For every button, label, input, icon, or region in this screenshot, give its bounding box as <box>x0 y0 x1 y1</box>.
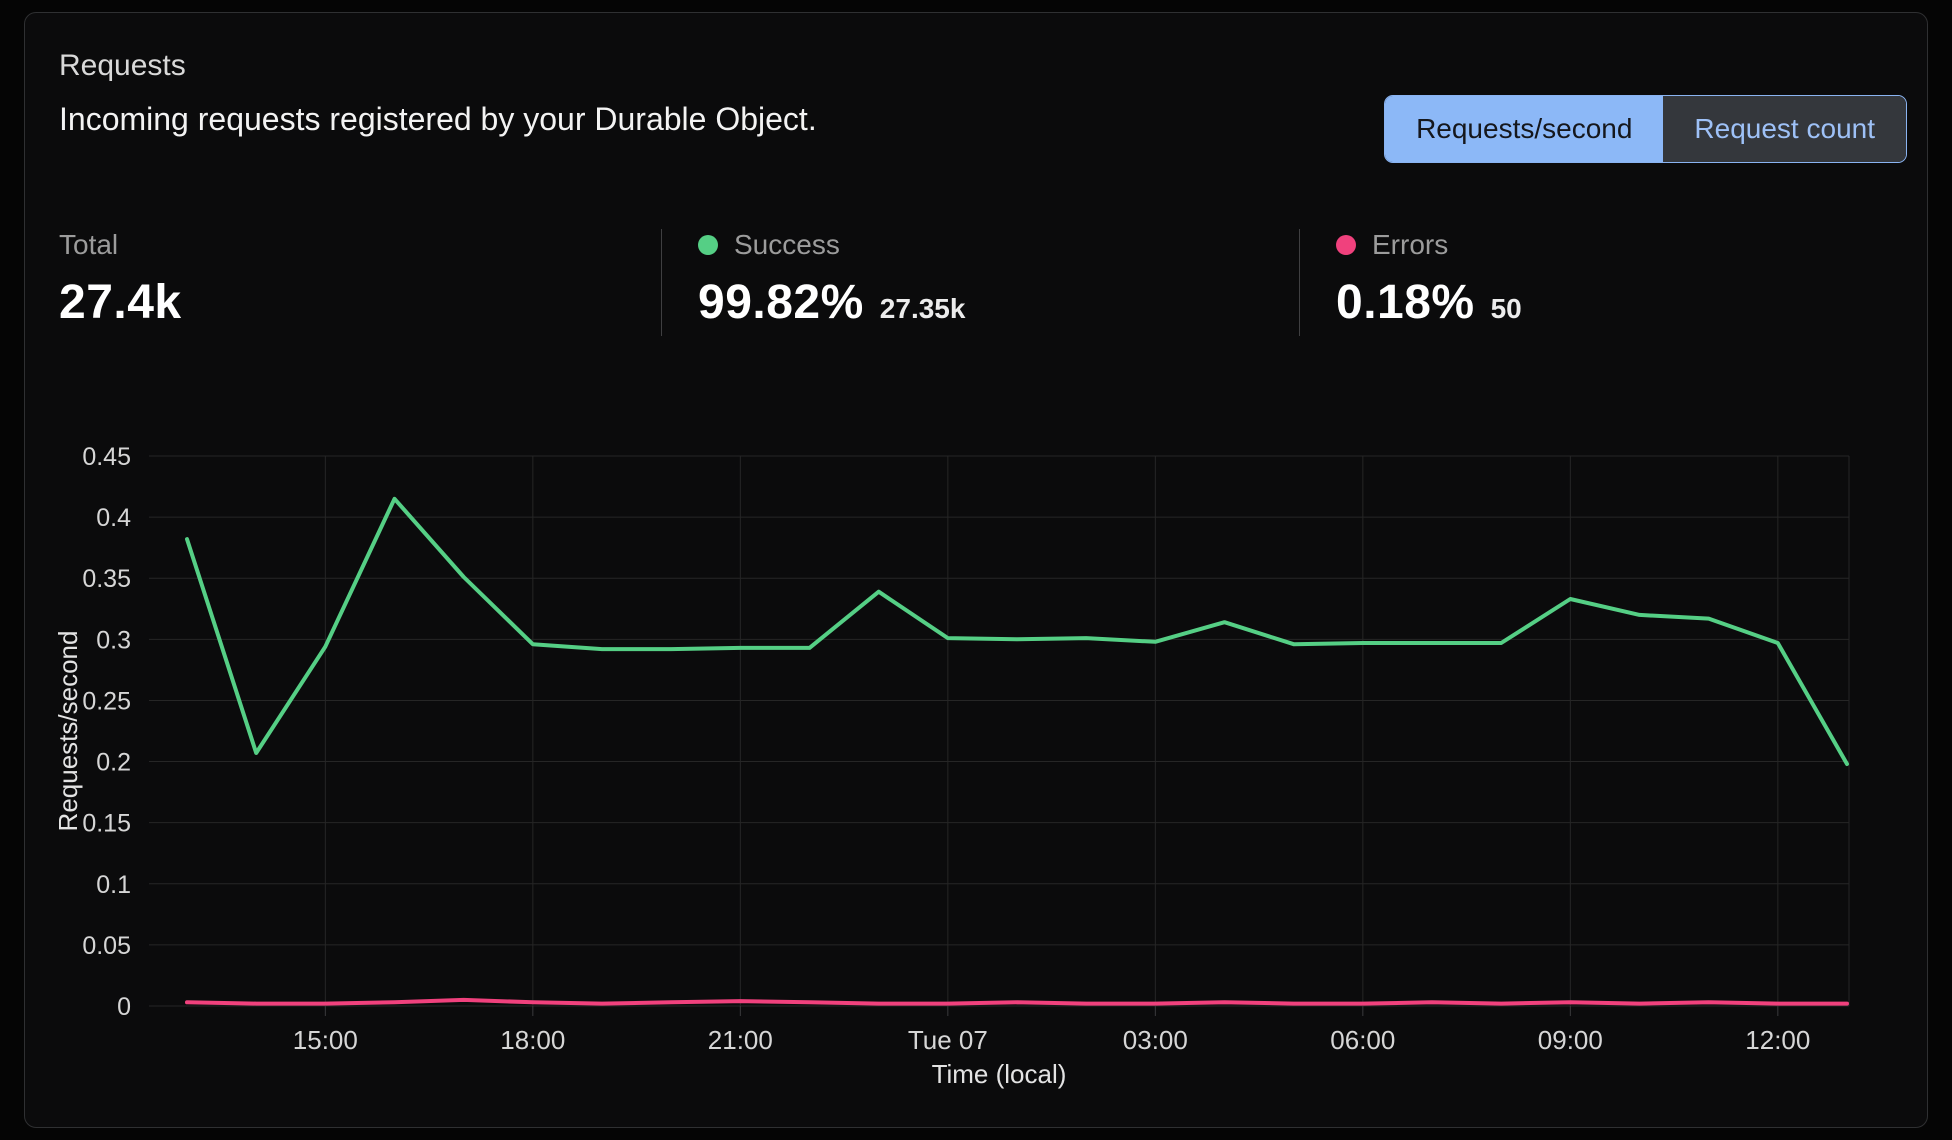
x-tick-label: 18:00 <box>500 1025 565 1055</box>
y-tick-label: 0.3 <box>96 626 131 654</box>
y-tick-label: 0.4 <box>96 504 131 532</box>
success-legend-dot-icon <box>698 235 718 255</box>
y-tick-label: 0.2 <box>96 749 131 777</box>
y-tick-label: 0.05 <box>82 932 131 960</box>
x-tick-label: 21:00 <box>708 1025 773 1055</box>
y-tick-label: 0.25 <box>82 687 131 715</box>
y-tick-label: 0.15 <box>82 810 131 838</box>
requests-chart[interactable]: 0 0.05 0.1 0.15 0.2 0.25 0.3 0.35 0.4 0.45 15:00 18… <box>25 331 1929 1091</box>
stat-errors-label: Errors <box>1372 229 1449 260</box>
stats-row: Total 27.4k Success 99.82% 27.35k Errors… <box>25 229 1927 336</box>
requests-panel: Requests Incoming requests registered by… <box>24 12 1928 1128</box>
stat-success: Success 99.82% 27.35k <box>661 229 1299 336</box>
stat-total: Total 27.4k <box>59 229 661 336</box>
y-tick-label: 0 <box>117 993 131 1021</box>
errors-legend-dot-icon <box>1336 235 1356 255</box>
x-tick-label: 03:00 <box>1123 1025 1188 1055</box>
stat-errors-value: 0.18% <box>1336 276 1475 329</box>
stat-success-label: Success <box>734 229 840 260</box>
stat-errors: Errors 0.18% 50 <box>1299 229 1562 336</box>
success-line <box>185 496 1849 766</box>
y-axis-label: Requests/second <box>53 631 83 832</box>
stat-total-label: Total <box>59 229 119 260</box>
requests-chart-svg: 0 0.05 0.1 0.15 0.2 0.25 0.3 0.35 0.4 0.45 15:00 18… <box>53 443 1850 1089</box>
panel-title: Requests <box>59 49 186 82</box>
x-tick-label: 12:00 <box>1745 1025 1810 1055</box>
y-tick-label: 0.35 <box>82 565 131 593</box>
panel-header: Requests Incoming requests registered by… <box>25 13 1927 163</box>
stat-success-value: 99.82% <box>698 276 864 329</box>
stat-success-count: 27.35k <box>879 293 966 324</box>
stat-total-value: 27.4k <box>59 276 182 329</box>
stat-errors-count: 50 <box>1490 293 1522 324</box>
x-axis-label: Time (local) <box>932 1059 1067 1089</box>
toggle-request-count[interactable]: Request count <box>1663 96 1906 162</box>
y-tick-label: 0.1 <box>96 871 131 899</box>
toggle-requests-per-second[interactable]: Requests/second <box>1385 96 1664 162</box>
x-tick-label: Tue 07 <box>908 1025 988 1055</box>
x-tick-label: 15:00 <box>293 1025 358 1055</box>
view-toggle-group: Requests/second Request count <box>1384 95 1907 163</box>
errors-line <box>185 997 1849 1006</box>
x-tick-label: 06:00 <box>1330 1025 1395 1055</box>
x-tick-label: 09:00 <box>1538 1025 1603 1055</box>
y-tick-label: 0.45 <box>82 443 131 471</box>
panel-subtitle: Incoming requests registered by your Dur… <box>59 101 817 137</box>
